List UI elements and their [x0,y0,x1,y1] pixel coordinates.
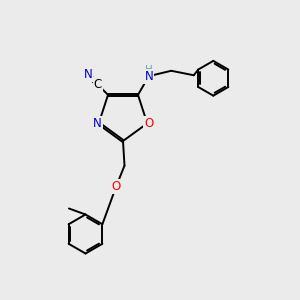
Text: O: O [112,180,121,193]
Text: N: N [93,117,102,130]
Text: C: C [94,78,102,91]
Text: H: H [145,64,153,75]
Text: N: N [144,70,153,83]
Text: N: N [83,68,92,81]
Text: O: O [144,117,153,130]
